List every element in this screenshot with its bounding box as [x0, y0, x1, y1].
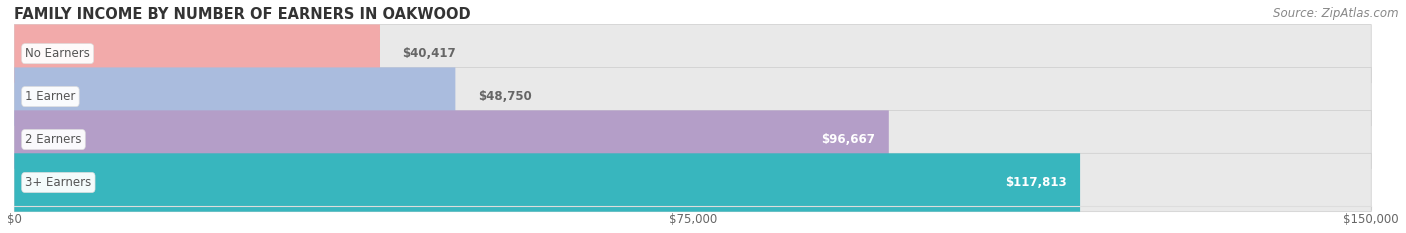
Text: 1 Earner: 1 Earner — [25, 90, 76, 103]
FancyBboxPatch shape — [14, 24, 380, 83]
Text: Source: ZipAtlas.com: Source: ZipAtlas.com — [1274, 7, 1399, 20]
Text: $48,750: $48,750 — [478, 90, 531, 103]
Text: 3+ Earners: 3+ Earners — [25, 176, 91, 189]
Text: $117,813: $117,813 — [1005, 176, 1067, 189]
Text: $96,667: $96,667 — [821, 133, 876, 146]
Text: No Earners: No Earners — [25, 47, 90, 60]
FancyBboxPatch shape — [14, 67, 1371, 126]
FancyBboxPatch shape — [14, 67, 456, 126]
FancyBboxPatch shape — [14, 153, 1080, 212]
FancyBboxPatch shape — [14, 110, 889, 169]
FancyBboxPatch shape — [14, 153, 1371, 212]
Text: $40,417: $40,417 — [402, 47, 456, 60]
Text: 2 Earners: 2 Earners — [25, 133, 82, 146]
FancyBboxPatch shape — [14, 24, 1371, 83]
Text: FAMILY INCOME BY NUMBER OF EARNERS IN OAKWOOD: FAMILY INCOME BY NUMBER OF EARNERS IN OA… — [14, 7, 471, 22]
FancyBboxPatch shape — [14, 110, 1371, 169]
